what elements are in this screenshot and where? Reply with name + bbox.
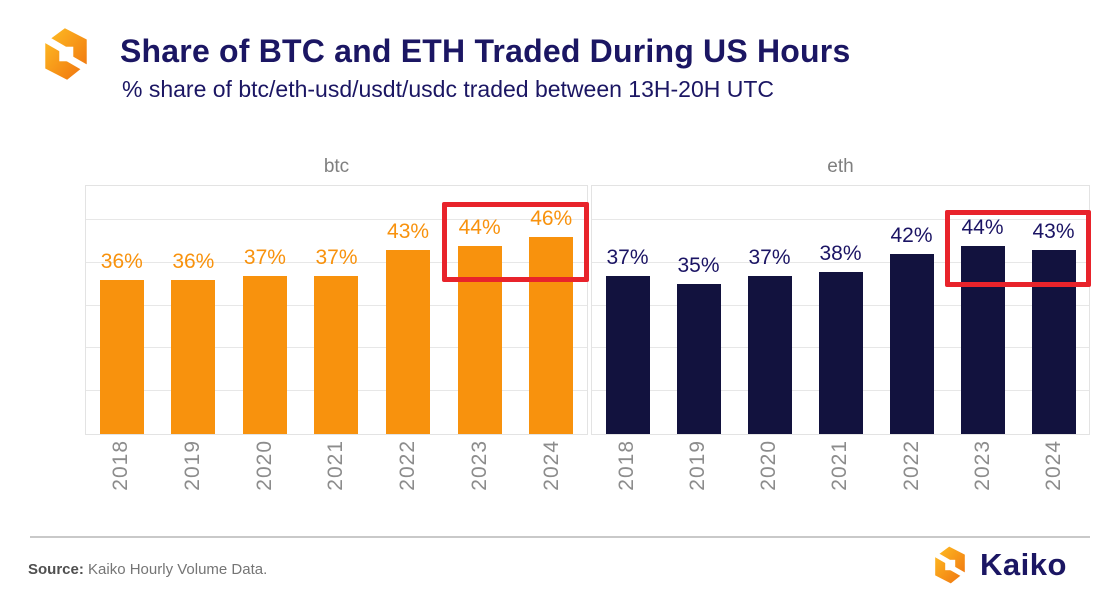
bar-column: 37% <box>734 186 805 434</box>
eth-bar-2019 <box>676 284 721 434</box>
bar-value-label: 37% <box>243 245 286 269</box>
eth-bar-2022 <box>889 254 934 434</box>
x-tick-column: 2022 <box>372 440 444 504</box>
x-tick-column: 2024 <box>516 440 588 504</box>
bar-value-label: 36% <box>172 250 215 274</box>
x-tick-label: 2021 <box>828 440 852 491</box>
eth-bar-plot: 37% 35% 37% 38% 42% 44% 43% <box>591 185 1091 435</box>
x-tick-label: 2023 <box>971 440 995 491</box>
eth-bar-2020 <box>747 275 792 434</box>
kaiko-brand-name: Kaiko <box>980 547 1067 582</box>
x-tick-label: 2019 <box>685 440 709 491</box>
footer-divider <box>30 536 1090 538</box>
bar-value-label: 43% <box>1032 220 1075 244</box>
x-tick-column: 2021 <box>805 440 876 504</box>
btc-bar-2020 <box>242 275 287 434</box>
bar-column: 38% <box>805 186 876 434</box>
x-tick-label: 2018 <box>108 440 132 491</box>
x-tick-column: 2024 <box>1019 440 1090 504</box>
bar-value-label: 37% <box>606 245 649 269</box>
x-tick-label: 2020 <box>252 440 276 491</box>
bar-value-label: 46% <box>530 207 573 231</box>
bar-column: 37% <box>229 186 301 434</box>
bar-column: 37% <box>592 186 663 434</box>
bar-value-label: 44% <box>458 215 501 239</box>
bar-value-label: 38% <box>819 241 862 265</box>
bar-column: 37% <box>301 186 373 434</box>
x-tick-label: 2023 <box>468 440 492 491</box>
bar-column: 44% <box>444 186 516 434</box>
x-tick-column: 2022 <box>876 440 947 504</box>
bar-value-label: 37% <box>748 245 791 269</box>
gridline <box>592 219 1089 221</box>
btc-bar-2018 <box>99 280 144 434</box>
eth-highlight-box <box>945 210 1091 287</box>
x-tick-label: 2022 <box>396 440 420 491</box>
btc-bar-2022 <box>386 250 431 434</box>
panel-title-btc: btc <box>323 156 350 177</box>
bar-value-label: 44% <box>961 215 1004 239</box>
bar-column: 42% <box>876 186 947 434</box>
source-label: Source: <box>28 561 84 578</box>
eth-bar-2018 <box>605 275 650 434</box>
bar-value-label: 37% <box>315 245 358 269</box>
x-tick-label: 2024 <box>540 440 564 491</box>
gridline <box>592 261 1089 263</box>
bar-column: 43% <box>372 186 444 434</box>
btc-bar-2024 <box>529 237 574 434</box>
x-tick-label: 2022 <box>899 440 923 491</box>
bar-column: 46% <box>515 186 587 434</box>
x-tick-column: 2020 <box>734 440 805 504</box>
bar-column: 35% <box>663 186 734 434</box>
x-tick-column: 2023 <box>444 440 516 504</box>
bar-value-label: 43% <box>387 220 430 244</box>
x-tick-label: 2019 <box>180 440 204 491</box>
x-tick-column: 2018 <box>591 440 662 504</box>
btc-bar-2019 <box>171 280 216 434</box>
bar-column: 36% <box>158 186 230 434</box>
bar-column: 36% <box>86 186 158 434</box>
source-text: Kaiko Hourly Volume Data. <box>88 561 268 578</box>
btc-bar-2021 <box>314 275 359 434</box>
eth-bar-2023 <box>960 245 1005 434</box>
btc-highlight-box <box>441 201 589 283</box>
page-title: Share of BTC and ETH Traded During US Ho… <box>120 33 851 69</box>
bar-value-label: 35% <box>677 254 720 278</box>
btc-bar-2023 <box>457 245 502 434</box>
btc-x-axis-labels: 2018 2019 2020 2021 2022 2023 2024 <box>85 440 588 504</box>
panel-title-eth: eth <box>827 156 854 177</box>
x-tick-column: 2023 <box>947 440 1018 504</box>
eth-x-axis-labels: 2018 2019 2020 2021 2022 2023 2024 <box>591 440 1090 504</box>
x-tick-column: 2020 <box>229 440 301 504</box>
gridline <box>86 261 587 263</box>
kaiko-brand-footer: Kaiko <box>930 545 1067 585</box>
eth-bar-2021 <box>818 271 863 434</box>
kaiko-logo-icon <box>930 546 970 584</box>
x-tick-column: 2019 <box>662 440 733 504</box>
bar-value-label: 36% <box>100 250 143 274</box>
x-tick-column: 2019 <box>157 440 229 504</box>
bar-value-label: 42% <box>890 224 933 248</box>
x-tick-column: 2018 <box>85 440 157 504</box>
x-tick-label: 2021 <box>324 440 348 491</box>
kaiko-logo-icon <box>38 28 93 80</box>
x-tick-column: 2021 <box>301 440 373 504</box>
x-tick-label: 2018 <box>614 440 638 491</box>
bar-column: 43% <box>1018 186 1089 434</box>
bar-column: 44% <box>947 186 1018 434</box>
x-tick-label: 2024 <box>1042 440 1066 491</box>
page-subtitle: % share of btc/eth-usd/usdt/usdc traded … <box>122 76 775 102</box>
eth-bar-2024 <box>1031 250 1076 434</box>
source-line: Source: Kaiko Hourly Volume Data. <box>28 561 267 578</box>
gridline <box>86 219 587 221</box>
x-tick-label: 2020 <box>757 440 781 491</box>
btc-bar-plot: 36% 36% 37% 37% 43% 44% 46% <box>85 185 589 435</box>
